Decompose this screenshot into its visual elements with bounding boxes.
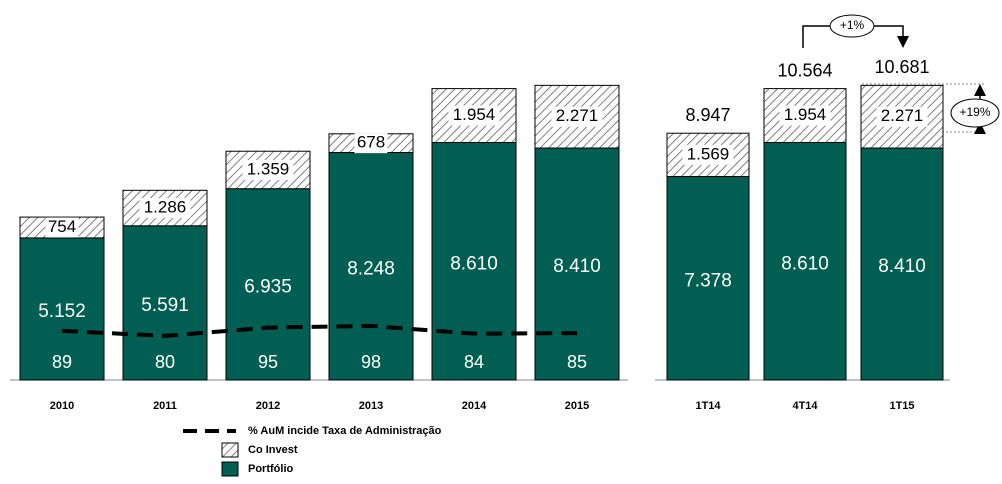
value-label: 5.152 <box>38 301 86 322</box>
x-tick-label: 2014 <box>462 400 487 412</box>
line-value-label: 95 <box>258 352 278 372</box>
annotation-bubble <box>829 14 875 38</box>
value-label: 8.248 <box>347 258 395 279</box>
value-label: 1.286 <box>144 198 187 217</box>
label-box <box>779 105 831 126</box>
value-label: 1.954 <box>453 105 496 124</box>
annotation-bubble <box>950 98 1000 128</box>
bar-segment <box>860 147 944 381</box>
bar-segment <box>763 142 847 381</box>
value-label: 2.271 <box>556 106 599 125</box>
value-label: 6.935 <box>244 276 292 297</box>
value-label: 754 <box>48 217 76 236</box>
total-label: 10.564 <box>777 60 832 80</box>
total-label: 8.947 <box>685 105 730 125</box>
label-box <box>139 198 191 219</box>
line-value-label: 84 <box>464 352 484 372</box>
line-value-label: 98 <box>361 352 381 372</box>
x-tick-label: 2013 <box>359 400 383 412</box>
annotation: +19% <box>959 105 990 119</box>
value-label: 678 <box>357 133 385 152</box>
bar-segment <box>122 225 208 381</box>
line-value-label: 80 <box>155 352 175 372</box>
label-box <box>354 133 388 154</box>
label-box <box>682 144 734 165</box>
value-label: 1.359 <box>247 159 290 178</box>
legend-swatch <box>221 461 239 477</box>
label-box <box>242 159 294 180</box>
total-label: 10.681 <box>874 57 929 77</box>
x-tick-label: 4T14 <box>792 400 818 412</box>
bar-segment <box>666 175 750 381</box>
legend-label: Co Invest <box>248 444 298 456</box>
value-label: 8.410 <box>553 256 601 277</box>
value-label: 8.610 <box>781 253 829 274</box>
x-tick-label: 2012 <box>256 400 280 412</box>
value-label: 5.591 <box>141 295 189 316</box>
label-box <box>551 106 603 127</box>
label-box <box>876 106 928 127</box>
x-tick-label: 2011 <box>153 400 177 412</box>
bar-segment <box>225 188 311 381</box>
x-tick-label: 2010 <box>50 400 74 412</box>
bar-segment <box>534 147 620 381</box>
value-label: 2.271 <box>881 106 924 125</box>
line-series <box>61 323 578 338</box>
value-label: 8.410 <box>878 256 926 277</box>
legend-swatch <box>221 442 239 458</box>
label-box <box>448 105 500 126</box>
value-label: 7.378 <box>684 270 732 291</box>
value-label: 8.610 <box>450 253 498 274</box>
label-box <box>45 217 79 238</box>
x-tick-label: 2015 <box>565 400 589 412</box>
value-label: 1.569 <box>687 144 730 163</box>
line-value-label: 85 <box>567 352 587 372</box>
legend-label: Portfólio <box>248 463 293 475</box>
bar-segment <box>328 151 414 381</box>
line-value-label: 89 <box>52 352 72 372</box>
bar-segment <box>431 142 517 381</box>
x-tick-label: 1T15 <box>889 400 914 412</box>
bar-segment <box>19 237 105 381</box>
legend-label: % AuM incide Taxa de Administração <box>248 425 442 437</box>
x-tick-label: 1T14 <box>695 400 721 412</box>
annotation: +1% <box>840 18 865 32</box>
value-label: 1.954 <box>784 105 827 124</box>
